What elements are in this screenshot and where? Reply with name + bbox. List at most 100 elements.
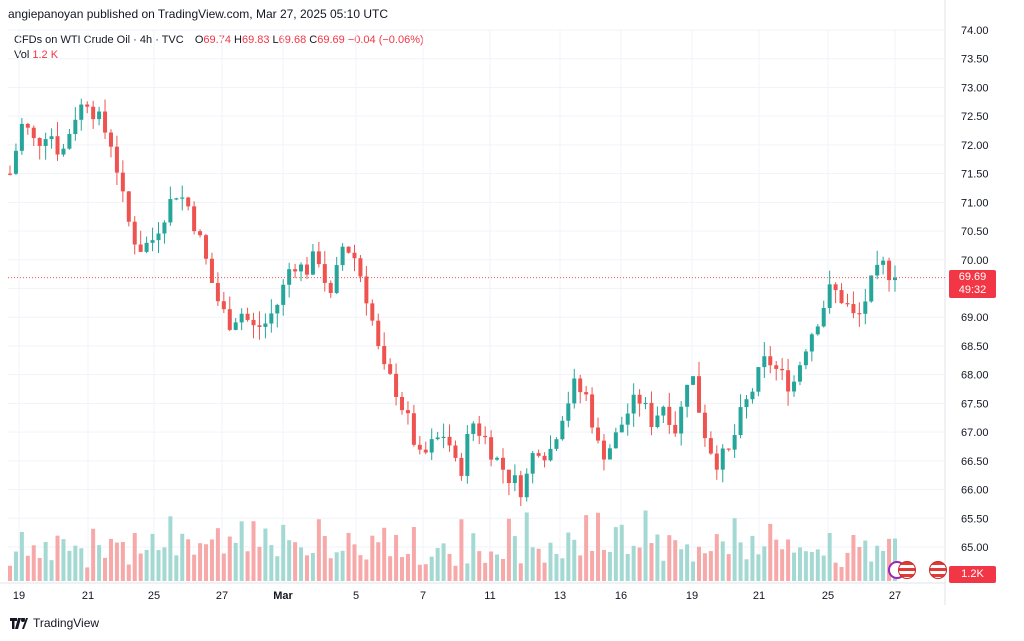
candle-body — [857, 313, 862, 315]
candle-body — [489, 437, 494, 460]
volume-bar — [304, 555, 309, 581]
candle-body — [667, 406, 672, 425]
candle-body — [601, 440, 606, 460]
volume-bar — [477, 551, 482, 581]
volume-bar — [649, 543, 654, 581]
candle-body — [584, 392, 589, 395]
candle-body — [833, 284, 838, 291]
candle-body — [786, 370, 791, 392]
candle-body — [405, 410, 410, 414]
candle-body — [287, 269, 292, 285]
x-tick-label: 16 — [615, 590, 627, 602]
volume-bar — [691, 561, 696, 581]
us-flag-icon[interactable] — [929, 561, 947, 579]
volume-bar — [411, 526, 416, 581]
candle-body — [55, 136, 60, 155]
candle-body — [103, 111, 108, 133]
volume-bar — [893, 538, 897, 581]
low-label: L — [272, 34, 279, 46]
volume-bar — [792, 552, 797, 581]
candle-body — [673, 424, 678, 434]
x-tick-label: 21 — [753, 590, 765, 602]
x-tick-label: 11 — [484, 590, 495, 602]
volume-label[interactable]: Vol — [14, 49, 30, 61]
candle-body — [893, 277, 897, 281]
volume-bar — [702, 553, 707, 581]
candle-body — [500, 457, 505, 470]
volume-bar — [209, 539, 214, 581]
volume-bar — [827, 532, 832, 581]
candle-body — [138, 244, 143, 252]
open-value: 69.74 — [203, 34, 231, 46]
x-tick-label: 19 — [13, 590, 25, 602]
volume-bar — [417, 564, 422, 581]
candle-body — [180, 197, 185, 199]
candle-body — [257, 325, 262, 327]
volume-bar — [453, 565, 458, 581]
volume-bar — [809, 551, 814, 581]
candle-body — [762, 356, 767, 368]
volume-bar — [257, 546, 262, 581]
volume-bar — [126, 564, 131, 581]
volume-bar — [696, 546, 701, 581]
y-tick-label: 70.50 — [961, 226, 989, 238]
volume-bar — [423, 564, 428, 581]
candle-body — [334, 265, 339, 293]
candle-body — [821, 307, 826, 327]
candle-body — [114, 146, 119, 173]
candle-body — [708, 438, 713, 454]
candle-body — [120, 172, 125, 192]
volume-bar — [744, 559, 749, 581]
y-tick-label: 73.00 — [961, 82, 989, 94]
volume-bar — [619, 524, 624, 581]
candle-body — [233, 322, 238, 330]
candle-body — [13, 150, 18, 174]
volume-bar — [530, 547, 535, 581]
candle-body — [572, 378, 577, 404]
candle-body — [815, 326, 820, 335]
candle-body — [560, 420, 565, 440]
candle-body — [144, 242, 149, 252]
candle-body — [43, 139, 48, 146]
volume-bar — [661, 560, 666, 581]
candle-body — [780, 368, 785, 371]
volume-bar — [483, 562, 488, 581]
candle-body — [792, 381, 797, 392]
candle-body — [382, 346, 387, 365]
candle-body — [293, 269, 298, 272]
y-tick-label: 65.50 — [961, 513, 989, 525]
volume-bar — [37, 557, 42, 581]
candle-body — [400, 396, 405, 411]
volume-bar — [162, 547, 167, 581]
volume-bar — [435, 548, 440, 581]
volume-bar — [578, 555, 583, 581]
us-flag-icon[interactable] — [898, 561, 916, 579]
volume-bar — [726, 554, 731, 581]
candle-body — [429, 439, 434, 453]
candle-body — [649, 402, 654, 428]
volume-bar — [572, 539, 577, 581]
volume-bar — [251, 521, 256, 581]
volume-bar — [518, 563, 523, 581]
volume-bar — [239, 521, 244, 581]
candle-body — [536, 453, 541, 456]
candle-body — [637, 394, 642, 404]
symbol-description[interactable]: CFDs on WTI Crude Oil · 4h · TVC — [14, 34, 184, 46]
volume-bar — [364, 559, 369, 581]
candle-body — [245, 313, 250, 320]
volume-bar — [328, 558, 333, 581]
candle-body — [269, 313, 274, 324]
volume-bar — [714, 534, 719, 581]
volume-bar — [875, 545, 880, 581]
tradingview-logo[interactable]: TradingView — [10, 616, 99, 630]
volume-bar — [708, 551, 713, 581]
candle-body — [186, 197, 191, 207]
volume-bar — [536, 548, 541, 581]
candle-body — [221, 301, 226, 310]
candle-body — [750, 391, 755, 400]
candle-body — [310, 251, 315, 275]
volume-bar — [168, 516, 173, 581]
volume-bar — [233, 542, 238, 581]
y-tick-label: 72.50 — [961, 111, 989, 123]
